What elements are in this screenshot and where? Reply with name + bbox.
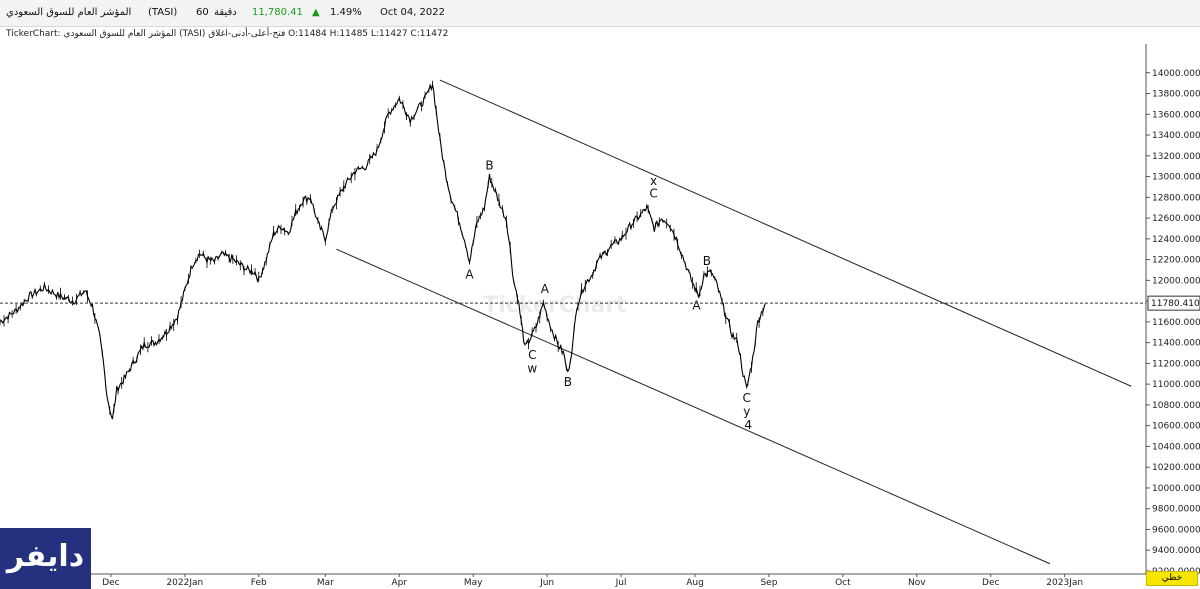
- wave-label: C: [743, 391, 751, 405]
- x-tick-label: Jun: [539, 578, 554, 588]
- price-series: [0, 80, 766, 420]
- x-tick-label: Feb: [251, 578, 267, 588]
- x-tick-label: 2023Jan: [1046, 578, 1083, 588]
- x-tick-label: 2022Jan: [166, 578, 203, 588]
- wave-label: B: [564, 375, 572, 389]
- watermark: TickerChart: [483, 293, 627, 318]
- wave-label: C: [649, 186, 657, 200]
- x-tick-label: Dec: [982, 578, 999, 588]
- last-price-label: 11780.4102: [1151, 299, 1200, 309]
- change-percent: 1.49%: [330, 7, 362, 18]
- last-price-box: [1147, 295, 1200, 311]
- up-arrow-icon: ▲: [312, 7, 320, 18]
- trendline: [439, 79, 1132, 387]
- y-tick-label: 10000.0000: [1152, 484, 1200, 494]
- y-tick-label: 10600.0000: [1152, 422, 1200, 432]
- x-tick-label: Nov: [908, 578, 926, 588]
- y-tick-label: 11200.0000: [1152, 359, 1200, 369]
- y-tick-label: 13000.0000: [1152, 173, 1200, 183]
- ohlc-info-line: TickerChart: المؤشر العام للسوق السعودي …: [6, 29, 449, 39]
- brand-logo: دايفر: [0, 528, 91, 589]
- y-tick-label: 12800.0000: [1152, 193, 1200, 203]
- interval-value[interactable]: 60: [196, 7, 209, 18]
- y-tick-label: 13400.0000: [1152, 131, 1200, 141]
- quote-date: Oct 04, 2022: [380, 7, 445, 18]
- wave-label: y: [743, 404, 750, 418]
- x-tick-label: Sep: [760, 578, 777, 588]
- wave-label: A: [692, 298, 701, 312]
- y-tick-label: 11600.0000: [1152, 318, 1200, 328]
- x-tick-label: Apr: [391, 578, 407, 588]
- y-tick-label: 12000.0000: [1152, 276, 1200, 286]
- y-tick-label: 11400.0000: [1152, 339, 1200, 349]
- y-tick-label: 12600.0000: [1152, 214, 1200, 224]
- y-tick-label: 14000.0000: [1152, 69, 1200, 79]
- symbol-code: (TASI): [148, 7, 178, 18]
- ohlc-bars: [0, 80, 764, 415]
- x-tick-label: May: [464, 578, 483, 588]
- wave-label: A: [465, 267, 474, 281]
- wave-label: B: [485, 158, 493, 172]
- y-tick-label: 13600.0000: [1152, 110, 1200, 120]
- y-tick-label: 10400.0000: [1152, 442, 1200, 452]
- wave-label: C: [528, 348, 536, 362]
- trendline: [336, 248, 1051, 565]
- price-line: [0, 83, 766, 420]
- symbol-header-bar: المؤشر العام للسوق السعودي (TASI) 60 دقي…: [0, 0, 1200, 27]
- scale-type-button[interactable]: خطي: [1146, 571, 1198, 586]
- y-tick-label: 9800.0000: [1152, 505, 1200, 515]
- brand-label: دايفر: [6, 539, 85, 574]
- x-tick-label: Mar: [317, 578, 334, 588]
- y-tick-label: 11000.0000: [1152, 380, 1200, 390]
- x-tick-label: Aug: [686, 578, 704, 588]
- last-price: 11,780.41: [252, 7, 303, 18]
- y-tick-label: 9400.0000: [1152, 546, 1200, 556]
- y-tick-label: 13200.0000: [1152, 152, 1200, 162]
- wave-label: x: [650, 174, 657, 188]
- y-tick-label: 13800.0000: [1152, 90, 1200, 100]
- x-tick-label: Jul: [615, 578, 627, 588]
- y-tick-label: 10800.0000: [1152, 401, 1200, 411]
- wave-label: B: [703, 254, 711, 268]
- wave-label: A: [541, 282, 550, 296]
- y-tick-label: 12200.0000: [1152, 256, 1200, 266]
- y-tick-label: 10200.0000: [1152, 463, 1200, 473]
- wave-label: 4: [744, 418, 752, 432]
- wave-label: w: [527, 362, 537, 376]
- y-tick-label: 12400.0000: [1152, 235, 1200, 245]
- y-tick-label: 9600.0000: [1152, 525, 1200, 535]
- interval-unit[interactable]: دقيقة: [214, 7, 237, 18]
- x-tick-label: Oct: [835, 578, 851, 588]
- symbol-name: المؤشر العام للسوق السعودي: [6, 7, 132, 18]
- axes: 14000.0000 13800.0000 13600.0000 13400.0000…: [0, 44, 1200, 588]
- x-tick-label: Dec: [102, 578, 119, 588]
- trendlines: [336, 79, 1132, 565]
